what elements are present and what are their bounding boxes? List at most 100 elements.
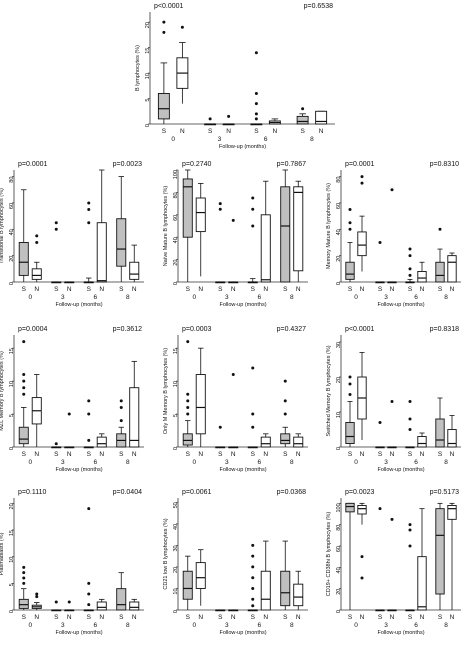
outlier-point [251,412,255,416]
box-S-8 [280,169,291,283]
outlier-point [251,224,255,228]
box-N-3 [228,609,239,612]
timepoint-label: 0 [28,459,32,466]
group-label: N [231,286,236,293]
box-S-3 [375,240,385,284]
group-label: S [186,286,191,293]
box-S-0 [18,565,29,610]
y-tick-label: 10 [173,588,179,594]
outlier-point [119,419,123,423]
y-axis-label: B lymphocytes (%) [135,45,141,91]
group-label: S [283,614,288,621]
group-label: N [67,451,72,458]
group-label: S [54,286,59,293]
outlier-point [408,400,412,403]
timepoint-label: 6 [257,622,261,629]
group-label: N [198,286,203,293]
group-label: S [186,451,191,458]
timepoint-label: 0 [192,459,196,466]
y-tick-label: 20 [336,589,342,595]
y-tick-label: 100 [336,503,342,512]
x-axis-label: Follow-up (months) [377,302,424,308]
box-S-6 [247,543,258,612]
group-label: N [231,614,236,621]
outlier-point [251,565,255,569]
box-S-6 [83,201,94,284]
iqr-box [417,271,427,283]
iqr-box [182,433,193,446]
y-tick-label: 20 [9,256,15,262]
timepoint-label: 0 [171,136,175,143]
box-N-6 [96,598,107,611]
group-label: N [390,451,395,458]
iqr-box [182,178,193,238]
y-tick-label: 20 [9,503,15,509]
iqr-box [435,508,445,595]
outlier-point [251,425,255,429]
outlier-point [390,517,394,521]
outlier-point [283,379,287,383]
box-N-6 [268,118,281,125]
outlier-point [35,592,39,596]
y-tick-label: 40 [9,229,15,235]
y-tick-label: 40 [173,237,179,243]
timepoint-label: 0 [192,294,196,301]
group-label: S [87,451,92,458]
box-S-0 [18,189,29,282]
outlier-point [87,507,91,511]
iqr-box [195,562,206,589]
timepoint-label: 3 [384,622,388,629]
box-S-3 [51,600,62,612]
p-value-right: p=0.6538 [304,3,333,10]
box-N-3 [64,600,75,612]
box-S-0 [182,555,193,610]
group-label: N [450,286,455,293]
outlier-point [348,208,352,212]
box-S-8 [435,227,445,283]
timepoint-label: 3 [384,459,388,466]
box-N-0 [357,175,367,272]
outlier-point [348,227,352,231]
iqr-box [116,218,127,267]
box-N-8 [293,180,304,282]
p-value-right: p=0.5173 [430,489,459,496]
box-N-8 [315,110,328,125]
outlier-point [87,208,91,212]
box-N-6 [417,261,427,283]
outlier-point [87,399,91,403]
y-tick-label: 5 [145,99,151,102]
p-value-left: p=0.0023 [345,489,374,496]
outlier-point [22,386,26,390]
p-value-right: p=0.0023 [113,161,142,168]
timepoint-label: 8 [126,622,130,629]
iqr-box [293,583,304,607]
outlier-point [360,576,364,580]
iqr-box [260,436,271,448]
box-S-0 [345,502,355,610]
outlier-point [254,91,258,95]
group-label: N [360,451,365,458]
iqr-box [129,261,140,280]
box-N-8 [129,360,140,448]
y-tick-label: 30 [336,342,342,348]
outlier-point [408,273,412,277]
iqr-box [18,598,29,609]
y-axis-label: Only M Memory B lymphocytes (%) [163,348,169,434]
group-label: N [132,451,137,458]
timepoint-label: 6 [257,459,261,466]
group-label: S [119,614,124,621]
y-tick-label: 10 [173,381,179,387]
timepoint-label: 6 [414,294,418,301]
box-N-6 [260,433,271,448]
outlier-point [390,400,394,403]
box-N-6 [260,540,271,611]
iqr-box [280,433,291,445]
y-tick-label: 80 [173,192,179,198]
p-value-right: p=0.3612 [113,326,142,333]
panel-7: 0 5 10 15 20 Plasmablasts (%) p=0.1110 p=0.0404… [0,489,144,636]
box-N-0 [176,25,189,104]
box-N-3 [222,114,235,126]
outlier-point [408,254,412,258]
y-axis-label: Naïve Mature B lymphocytes (%) [163,186,169,267]
